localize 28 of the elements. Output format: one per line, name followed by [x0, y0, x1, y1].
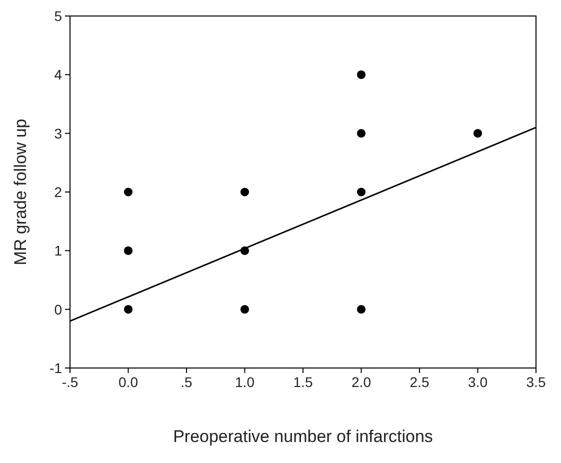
y-tick-label: 0	[54, 301, 62, 318]
x-axis-title: Preoperative number of infarctions	[173, 427, 433, 446]
point	[356, 70, 366, 79]
point	[124, 188, 133, 196]
point	[240, 305, 250, 314]
x-tick-label: -.5	[62, 374, 78, 390]
x-tick-label: 1.0	[235, 374, 255, 390]
y-tick-label: 5	[54, 8, 62, 24]
y-tick-label: 3	[54, 125, 62, 142]
x-tick-label: 3.0	[468, 374, 488, 390]
point	[356, 305, 366, 314]
x-tick-label: 3.5	[526, 374, 546, 390]
x-tick-label: 0.0	[118, 374, 138, 390]
y-axis-title: MR grade follow up	[11, 118, 30, 266]
y-tick-label: 4	[54, 66, 62, 83]
x-tick-label: 1.5	[293, 374, 313, 390]
x-tick-label: 2.5	[410, 374, 430, 390]
point	[124, 305, 133, 314]
y-tick-label: 1	[54, 242, 62, 259]
point	[124, 246, 133, 255]
y-tick-label: 2	[54, 184, 62, 200]
x-tick-label: .5	[180, 374, 193, 390]
y-tick-label: -1	[50, 360, 62, 376]
point	[473, 129, 482, 138]
point	[240, 188, 250, 196]
point	[356, 188, 366, 196]
x-tick-label: 2.0	[352, 374, 372, 390]
point	[356, 129, 366, 138]
